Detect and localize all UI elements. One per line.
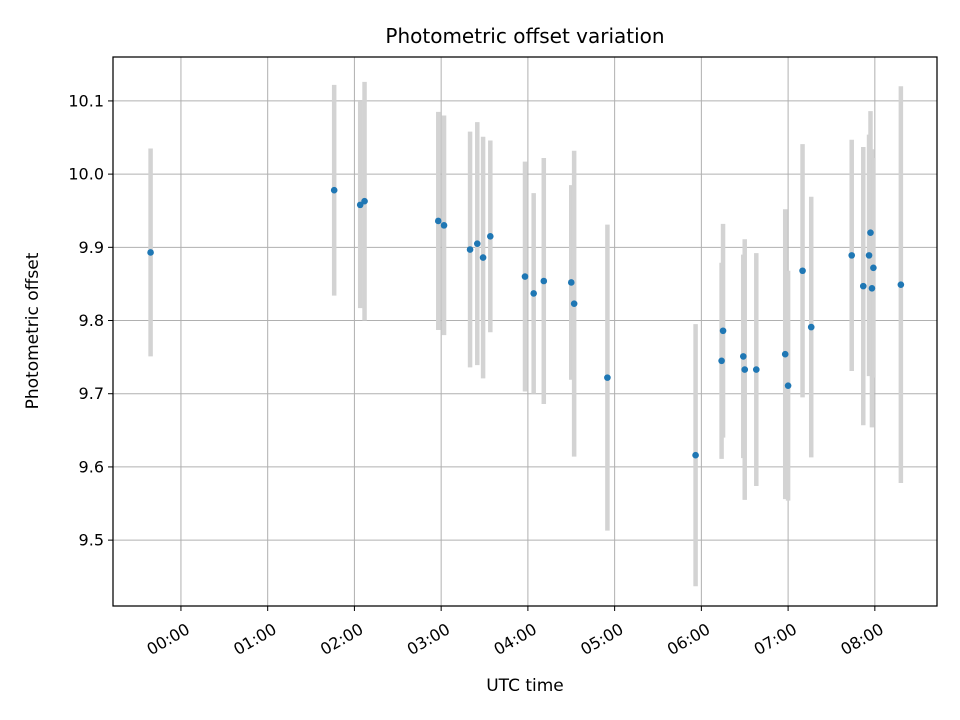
data-point bbox=[604, 374, 611, 381]
data-point bbox=[473, 240, 481, 247]
plot-frame bbox=[112, 56, 938, 607]
data-point bbox=[356, 201, 364, 209]
data-point bbox=[540, 277, 548, 285]
data-point bbox=[739, 353, 747, 360]
data-point bbox=[848, 252, 856, 259]
data-point bbox=[330, 186, 338, 194]
data-point bbox=[361, 197, 368, 205]
data-point bbox=[692, 451, 699, 459]
data-point bbox=[897, 281, 905, 288]
data-point bbox=[440, 222, 448, 229]
data-point bbox=[570, 300, 578, 307]
data-point bbox=[868, 285, 876, 292]
data-point bbox=[530, 290, 537, 297]
chart-title: Photometric offset variation bbox=[385, 24, 664, 48]
data-point bbox=[781, 350, 789, 358]
data-point bbox=[807, 323, 815, 331]
data-point bbox=[434, 217, 442, 225]
data-point bbox=[718, 357, 725, 365]
y-tick-label: 9.6 bbox=[79, 457, 104, 476]
y-tick-label: 9.5 bbox=[79, 531, 104, 550]
y-tick-label: 10.0 bbox=[68, 165, 104, 184]
y-tick-label: 9.9 bbox=[79, 238, 104, 257]
data-point bbox=[479, 254, 487, 261]
y-tick-label: 10.1 bbox=[68, 91, 104, 110]
ticks: 00:00 01:00 02:00 03:00 04:00 05:00 06:00 07:00… bbox=[68, 91, 886, 658]
data-point bbox=[870, 264, 877, 272]
data-point bbox=[784, 382, 792, 389]
data-point bbox=[487, 233, 494, 240]
data-point bbox=[752, 366, 760, 373]
data-point bbox=[741, 366, 749, 373]
data-point bbox=[147, 249, 154, 256]
y-tick-label: 9.7 bbox=[79, 384, 104, 403]
data-points bbox=[147, 186, 905, 459]
x-axis-title: UTC time bbox=[486, 676, 564, 696]
y-tick-label: 9.8 bbox=[79, 311, 104, 330]
data-point bbox=[719, 327, 727, 335]
data-point bbox=[859, 282, 867, 290]
data-point bbox=[865, 252, 873, 259]
data-point bbox=[466, 246, 474, 253]
data-point bbox=[867, 229, 874, 236]
data-point bbox=[521, 273, 529, 280]
y-axis-title: Photometric offset bbox=[23, 252, 43, 409]
data-point bbox=[799, 267, 806, 275]
data-point bbox=[567, 279, 575, 286]
